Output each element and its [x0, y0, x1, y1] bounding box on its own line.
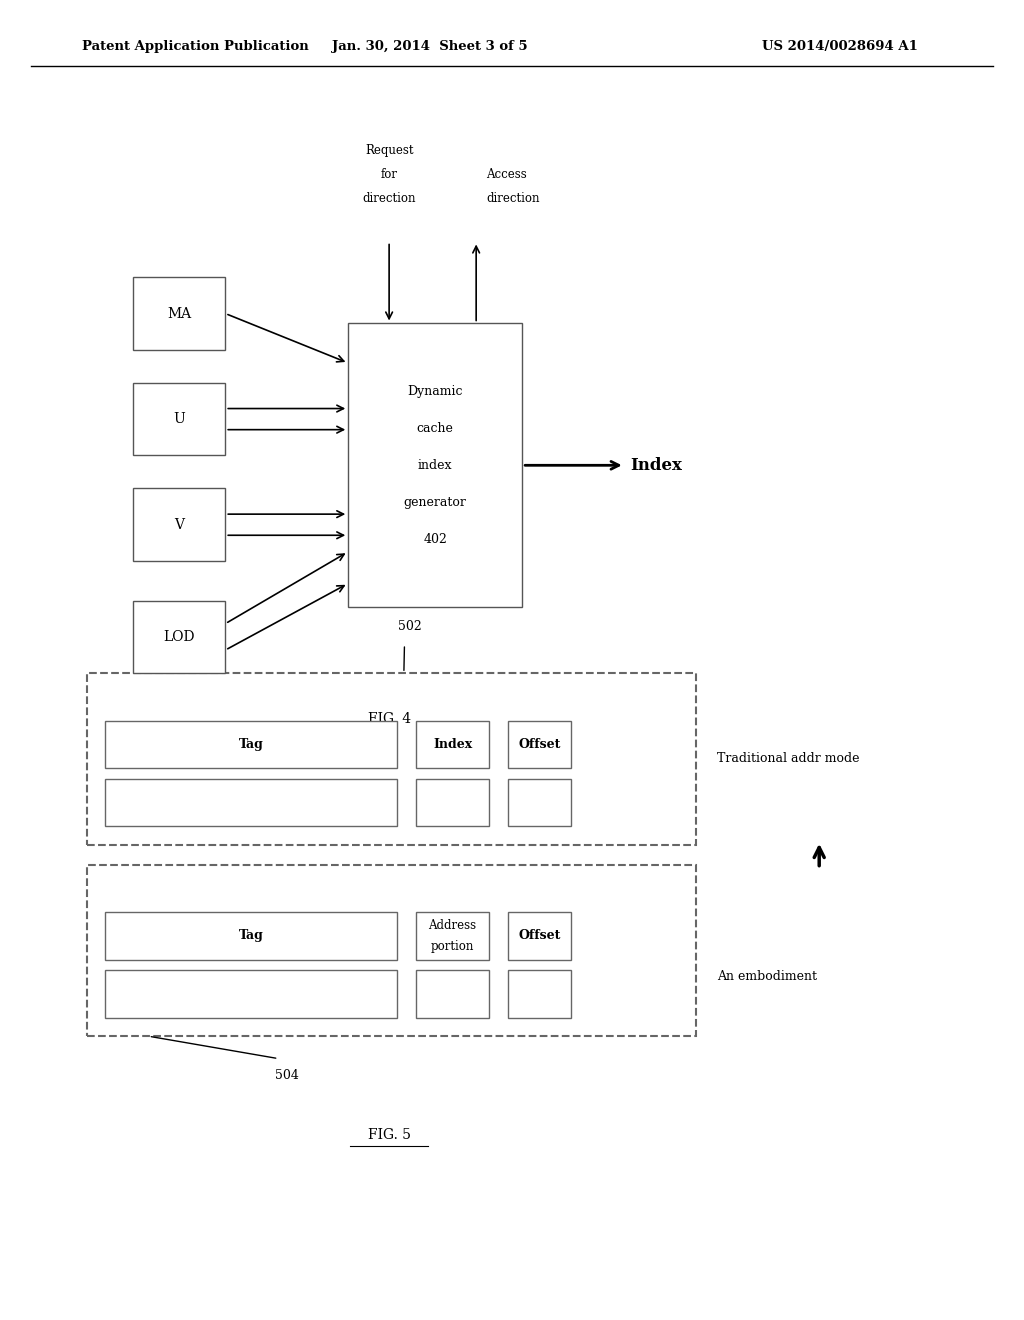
FancyBboxPatch shape — [508, 912, 571, 960]
Text: FIG. 5: FIG. 5 — [368, 1129, 411, 1142]
Text: Request: Request — [365, 144, 414, 157]
FancyBboxPatch shape — [133, 277, 225, 350]
FancyBboxPatch shape — [416, 779, 489, 826]
Text: Traditional addr mode: Traditional addr mode — [717, 752, 859, 766]
Text: Patent Application Publication: Patent Application Publication — [82, 40, 308, 53]
Text: 402: 402 — [423, 533, 447, 545]
Text: FIG. 4: FIG. 4 — [368, 713, 411, 726]
Text: Tag: Tag — [239, 738, 264, 751]
FancyBboxPatch shape — [508, 779, 571, 826]
Text: direction: direction — [362, 191, 416, 205]
FancyBboxPatch shape — [416, 721, 489, 768]
Text: cache: cache — [417, 422, 454, 434]
FancyBboxPatch shape — [508, 970, 571, 1018]
Text: Dynamic: Dynamic — [408, 385, 463, 397]
FancyBboxPatch shape — [105, 912, 397, 960]
FancyBboxPatch shape — [508, 721, 571, 768]
FancyBboxPatch shape — [105, 970, 397, 1018]
Text: direction: direction — [486, 191, 540, 205]
Text: LOD: LOD — [164, 630, 195, 644]
Text: US 2014/0028694 A1: US 2014/0028694 A1 — [762, 40, 918, 53]
Text: V: V — [174, 517, 184, 532]
FancyBboxPatch shape — [133, 488, 225, 561]
Text: Offset: Offset — [518, 929, 561, 942]
Text: portion: portion — [431, 940, 474, 953]
Text: Index: Index — [433, 738, 472, 751]
Text: Offset: Offset — [518, 738, 561, 751]
Text: An embodiment: An embodiment — [717, 970, 817, 982]
FancyBboxPatch shape — [416, 970, 489, 1018]
Text: Tag: Tag — [239, 929, 264, 942]
Text: U: U — [173, 412, 185, 426]
Text: Jan. 30, 2014  Sheet 3 of 5: Jan. 30, 2014 Sheet 3 of 5 — [332, 40, 528, 53]
Text: Access: Access — [486, 168, 527, 181]
Text: for: for — [381, 168, 397, 181]
Text: 502: 502 — [397, 620, 422, 634]
Text: Address: Address — [429, 919, 476, 932]
FancyBboxPatch shape — [105, 721, 397, 768]
FancyBboxPatch shape — [133, 601, 225, 673]
FancyBboxPatch shape — [87, 865, 696, 1036]
FancyBboxPatch shape — [87, 673, 696, 845]
FancyBboxPatch shape — [416, 912, 489, 960]
Text: Index: Index — [630, 457, 682, 474]
FancyBboxPatch shape — [105, 779, 397, 826]
FancyBboxPatch shape — [133, 383, 225, 455]
Text: MA: MA — [167, 306, 191, 321]
Text: generator: generator — [403, 496, 467, 508]
Text: index: index — [418, 459, 453, 471]
FancyBboxPatch shape — [348, 323, 522, 607]
Text: 504: 504 — [274, 1069, 299, 1082]
